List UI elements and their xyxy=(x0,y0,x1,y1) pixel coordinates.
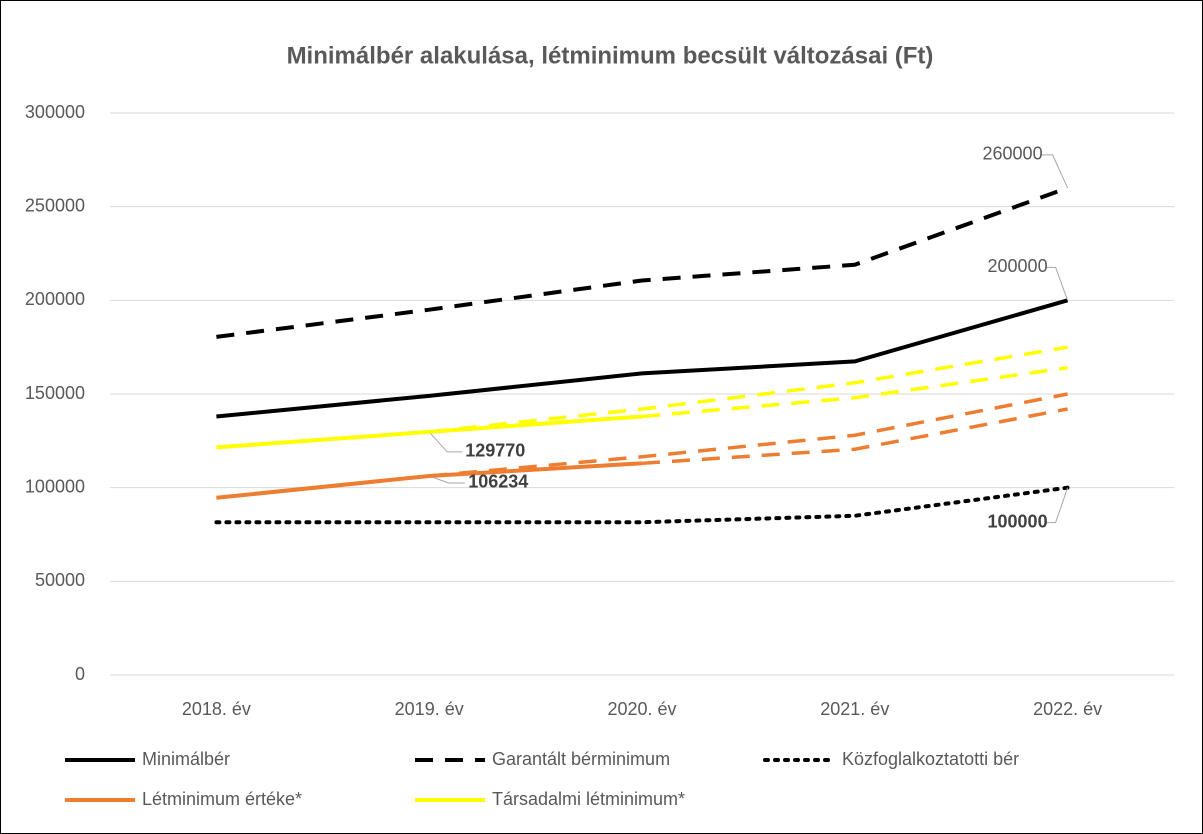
x-tick-label: 2021. év xyxy=(820,699,889,719)
leader-line xyxy=(1045,487,1069,524)
leader-line xyxy=(1040,154,1069,189)
series-line xyxy=(641,366,1068,419)
leader-line xyxy=(429,475,465,484)
legend-label: Létminimum értéke* xyxy=(142,789,302,809)
legend-label: Közfoglalkoztatotti bér xyxy=(842,749,1019,769)
series-line xyxy=(216,298,1069,419)
legend-label: Garantált bérminimum xyxy=(492,749,670,769)
data-label: 100000 xyxy=(988,511,1048,531)
y-tick-label: 50000 xyxy=(35,570,85,590)
x-tick-label: 2020. év xyxy=(607,699,676,719)
x-tick-label: 2022. év xyxy=(1033,699,1102,719)
chart-title: Minimálbér alakulása, létminimum becsült… xyxy=(287,42,934,69)
series-line xyxy=(429,345,1068,434)
y-tick-label: 250000 xyxy=(25,195,85,215)
data-label: 200000 xyxy=(988,256,1048,276)
y-tick-label: 100000 xyxy=(25,476,85,496)
leader-line xyxy=(428,431,463,453)
data-label: 260000 xyxy=(983,144,1043,164)
x-tick-label: 2019. év xyxy=(395,699,464,719)
series-line xyxy=(216,186,1069,339)
x-tick-label: 2018. év xyxy=(182,699,251,719)
data-label: 129770 xyxy=(465,441,525,461)
leader-line xyxy=(1045,266,1069,301)
legend-label: Társadalmi létminimum* xyxy=(492,789,685,809)
series-line xyxy=(641,407,1068,466)
y-tick-label: 300000 xyxy=(25,102,85,122)
series-line xyxy=(429,392,1068,478)
data-label: 106234 xyxy=(468,472,528,492)
series-line xyxy=(214,485,1070,525)
y-tick-label: 0 xyxy=(75,664,85,684)
y-tick-label: 150000 xyxy=(25,383,85,403)
legend-label: Minimálbér xyxy=(142,749,230,769)
y-tick-label: 200000 xyxy=(25,289,85,309)
